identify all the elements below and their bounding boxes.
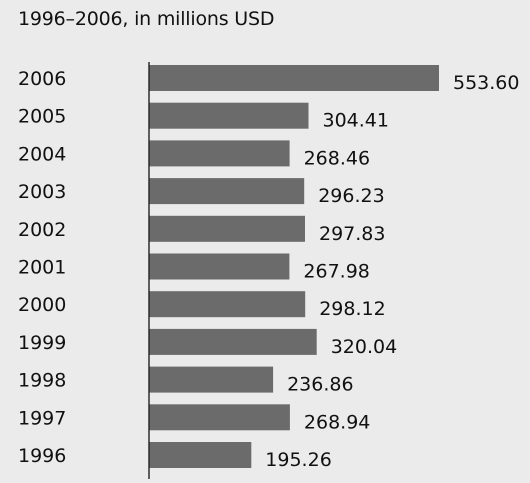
category-label-1999: 1999 bbox=[18, 332, 66, 354]
value-label-2006: 553.60 bbox=[453, 72, 519, 94]
category-label-2001: 2001 bbox=[18, 257, 66, 279]
bar-2005 bbox=[149, 102, 309, 129]
value-label-2004: 268.46 bbox=[304, 147, 370, 169]
bar-2000 bbox=[149, 291, 306, 318]
value-label-1997: 268.94 bbox=[304, 411, 370, 433]
category-label-1996: 1996 bbox=[18, 445, 66, 467]
category-label-2006: 2006 bbox=[18, 68, 66, 90]
category-label-2005: 2005 bbox=[18, 106, 66, 128]
value-label-2001: 267.98 bbox=[303, 261, 369, 283]
bar-2003 bbox=[149, 178, 305, 205]
bar-2002 bbox=[149, 215, 305, 242]
value-label-1996: 195.26 bbox=[265, 449, 331, 471]
bar-1999 bbox=[149, 328, 317, 355]
value-label-2000: 298.12 bbox=[319, 298, 385, 320]
chart-subtitle: 1996–2006, in millions USD bbox=[18, 8, 275, 30]
value-label-2003: 296.23 bbox=[318, 185, 384, 207]
category-label-2003: 2003 bbox=[18, 181, 66, 203]
value-label-2002: 297.83 bbox=[319, 223, 385, 245]
bar-1996 bbox=[149, 442, 252, 468]
value-label-1998: 236.86 bbox=[287, 374, 353, 396]
category-label-1998: 1998 bbox=[18, 370, 66, 392]
category-label-2000: 2000 bbox=[18, 294, 66, 316]
category-label-2004: 2004 bbox=[18, 143, 66, 165]
category-label-2002: 2002 bbox=[18, 219, 66, 241]
category-label-1997: 1997 bbox=[18, 407, 66, 429]
bar-2004 bbox=[149, 140, 290, 167]
value-label-2005: 304.41 bbox=[323, 110, 389, 132]
bar-1998 bbox=[149, 366, 274, 393]
bar-2006 bbox=[149, 65, 439, 91]
bar-1997 bbox=[149, 404, 290, 431]
bars-layer bbox=[149, 65, 439, 468]
labels-layer: 2006 553.60 2005 304.41 2004 268.46 2003 296.23… bbox=[18, 68, 519, 471]
value-label-1999: 320.04 bbox=[331, 336, 397, 358]
bar-2001 bbox=[149, 253, 290, 280]
